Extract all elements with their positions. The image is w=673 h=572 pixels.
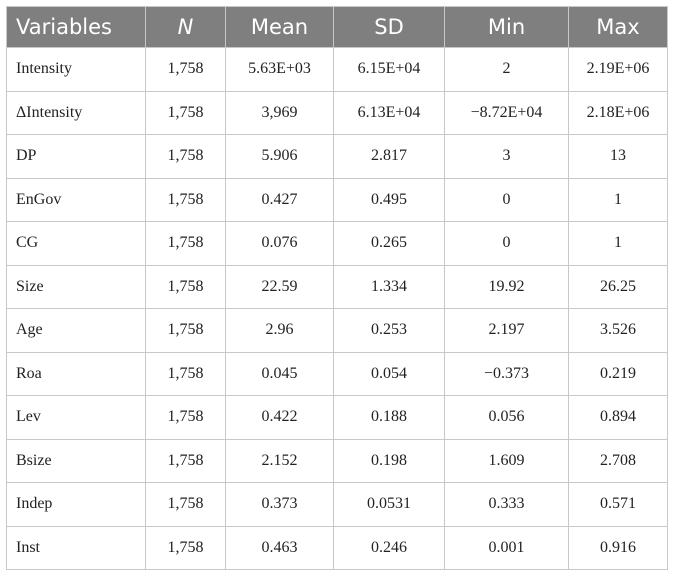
min-cell: 0.333	[444, 482, 569, 527]
n-cell: 1,758	[145, 177, 226, 222]
mean-cell: 0.422	[225, 395, 334, 440]
mean-cell: 22.59	[225, 264, 334, 309]
mean-cell: 3,969	[225, 90, 334, 135]
max-cell: 2.19E+06	[568, 47, 668, 92]
max-cell: 1	[568, 177, 668, 222]
descriptive-statistics-table: Variables N Mean SD Min Max Intensity 1,7…	[6, 6, 668, 570]
max-cell: 26.25	[568, 264, 668, 309]
sd-cell: 0.188	[333, 395, 445, 440]
max-cell: 0.219	[568, 351, 668, 396]
min-cell: 19.92	[444, 264, 569, 309]
sd-cell: 2.817	[333, 134, 445, 179]
variable-cell: CG	[6, 221, 146, 266]
table-row: Size 1,758 22.59 1.334 19.92 26.25	[6, 264, 668, 309]
sd-cell: 0.198	[333, 438, 445, 483]
min-cell: 1.609	[444, 438, 569, 483]
n-cell: 1,758	[145, 47, 226, 92]
variable-cell: ΔIntensity	[6, 90, 146, 135]
table-row: Indep 1,758 0.373 0.0531 0.333 0.571	[6, 482, 668, 527]
variable-cell: DP	[6, 134, 146, 179]
table-row: EnGov 1,758 0.427 0.495 0 1	[6, 177, 668, 222]
max-cell: 0.916	[568, 525, 668, 570]
n-cell: 1,758	[145, 351, 226, 396]
variable-cell: Intensity	[6, 47, 146, 92]
table-row: DP 1,758 5.906 2.817 3 13	[6, 134, 668, 179]
header-min: Min	[444, 6, 569, 48]
sd-cell: 1.334	[333, 264, 445, 309]
mean-cell: 5.906	[225, 134, 334, 179]
variable-cell: Bsize	[6, 438, 146, 483]
table-row: Age 1,758 2.96 0.253 2.197 3.526	[6, 308, 668, 353]
n-cell: 1,758	[145, 264, 226, 309]
sd-cell: 0.253	[333, 308, 445, 353]
variable-cell: Roa	[6, 351, 146, 396]
n-cell: 1,758	[145, 221, 226, 266]
header-mean: Mean	[225, 6, 334, 48]
mean-cell: 0.045	[225, 351, 334, 396]
mean-cell: 0.076	[225, 221, 334, 266]
max-cell: 0.571	[568, 482, 668, 527]
header-variables: Variables	[6, 6, 146, 48]
mean-cell: 5.63E+03	[225, 47, 334, 92]
sd-cell: 0.054	[333, 351, 445, 396]
max-cell: 2.708	[568, 438, 668, 483]
variable-cell: EnGov	[6, 177, 146, 222]
n-cell: 1,758	[145, 395, 226, 440]
n-cell: 1,758	[145, 308, 226, 353]
sd-cell: 0.495	[333, 177, 445, 222]
max-cell: 3.526	[568, 308, 668, 353]
table-row: ΔIntensity 1,758 3,969 6.13E+04 −8.72E+04 2.1…	[6, 90, 668, 135]
header-row: Variables N Mean SD Min Max	[6, 6, 668, 48]
mean-cell: 0.373	[225, 482, 334, 527]
min-cell: 2.197	[444, 308, 569, 353]
min-cell: −8.72E+04	[444, 90, 569, 135]
variable-cell: Indep	[6, 482, 146, 527]
min-cell: 2	[444, 47, 569, 92]
descriptive-statistics-table-container: Variables N Mean SD Min Max Intensity 1,7…	[6, 6, 668, 570]
variable-cell: Lev	[6, 395, 146, 440]
max-cell: 13	[568, 134, 668, 179]
mean-cell: 0.427	[225, 177, 334, 222]
table-row: CG 1,758 0.076 0.265 0 1	[6, 221, 668, 266]
header-sd: SD	[333, 6, 445, 48]
table-row: Bsize 1,758 2.152 0.198 1.609 2.708	[6, 438, 668, 483]
n-cell: 1,758	[145, 438, 226, 483]
header-n: N	[145, 6, 226, 48]
mean-cell: 2.152	[225, 438, 334, 483]
table-body: Intensity 1,758 5.63E+03 6.15E+04 2 2.19E+06 Δ…	[6, 47, 668, 570]
max-cell: 0.894	[568, 395, 668, 440]
table-row: Inst 1,758 0.463 0.246 0.001 0.916	[6, 525, 668, 570]
variable-cell: Age	[6, 308, 146, 353]
variable-cell: Size	[6, 264, 146, 309]
sd-cell: 6.15E+04	[333, 47, 445, 92]
header-max: Max	[568, 6, 668, 48]
n-cell: 1,758	[145, 525, 226, 570]
table-row: Intensity 1,758 5.63E+03 6.15E+04 2 2.19E+06	[6, 47, 668, 92]
min-cell: 3	[444, 134, 569, 179]
mean-cell: 0.463	[225, 525, 334, 570]
min-cell: 0.056	[444, 395, 569, 440]
sd-cell: 0.0531	[333, 482, 445, 527]
min-cell: −0.373	[444, 351, 569, 396]
table-header: Variables N Mean SD Min Max	[6, 6, 668, 48]
table-row: Roa 1,758 0.045 0.054 −0.373 0.219	[6, 351, 668, 396]
table-row: Lev 1,758 0.422 0.188 0.056 0.894	[6, 395, 668, 440]
n-cell: 1,758	[145, 482, 226, 527]
sd-cell: 0.246	[333, 525, 445, 570]
n-cell: 1,758	[145, 90, 226, 135]
min-cell: 0.001	[444, 525, 569, 570]
variable-cell: Inst	[6, 525, 146, 570]
max-cell: 1	[568, 221, 668, 266]
max-cell: 2.18E+06	[568, 90, 668, 135]
mean-cell: 2.96	[225, 308, 334, 353]
min-cell: 0	[444, 221, 569, 266]
n-cell: 1,758	[145, 134, 226, 179]
sd-cell: 0.265	[333, 221, 445, 266]
sd-cell: 6.13E+04	[333, 90, 445, 135]
min-cell: 0	[444, 177, 569, 222]
